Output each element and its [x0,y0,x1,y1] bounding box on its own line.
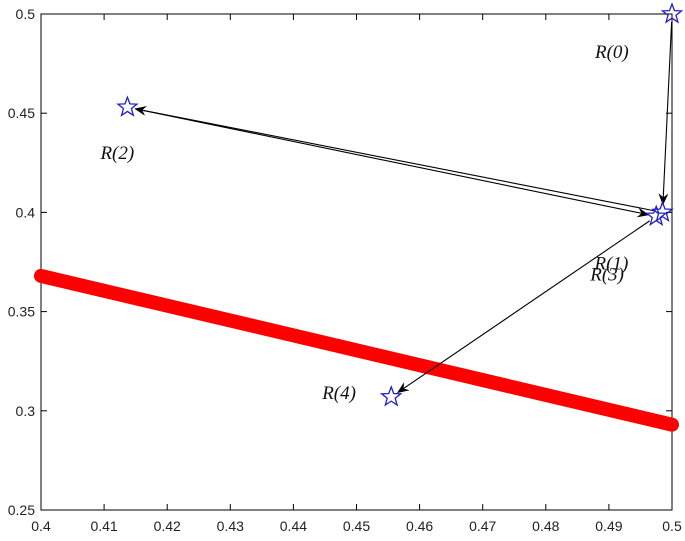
x-tick-label: 0.44 [280,518,307,534]
plot-area [40,13,673,511]
y-tick-label: 0.35 [8,304,35,320]
y-tick-label: 0.4 [16,204,36,220]
point-label-2: R(2) [99,143,134,164]
arrow-step-2 [135,108,650,218]
y-tick-label: 0.25 [8,502,35,518]
star-marker-3 [644,204,668,226]
point-label-4: R(4) [321,383,356,404]
x-tick-label: 0.48 [532,518,559,534]
point-label-1: R(1) [594,253,629,274]
x-tick-label: 0.47 [469,518,496,534]
arrow-step-0 [658,21,673,206]
point-label-0: R(0) [594,42,629,63]
x-tick-label: 0.41 [90,518,117,534]
x-tick-label: 0.49 [595,518,622,534]
point-label-3: R(3) [589,264,624,285]
boundary-line [34,268,679,432]
y-tick-label: 0.5 [16,6,36,22]
x-tick-label: 0.46 [406,518,433,534]
y-tick-label: 0.3 [16,403,36,419]
arrow-step-3 [396,220,650,393]
x-tick-label: 0.4 [31,518,51,534]
star-marker-2 [116,95,139,117]
x-tick-label: 0.43 [217,518,244,534]
star-marker-4 [379,385,403,407]
star-marker-0 [660,2,684,24]
y-tick-label: 0.45 [8,105,35,121]
x-tick-label: 0.5 [662,518,682,534]
x-tick-label: 0.45 [343,518,370,534]
x-tick-label: 0.42 [154,518,181,534]
arrow-step-1 [134,106,655,212]
